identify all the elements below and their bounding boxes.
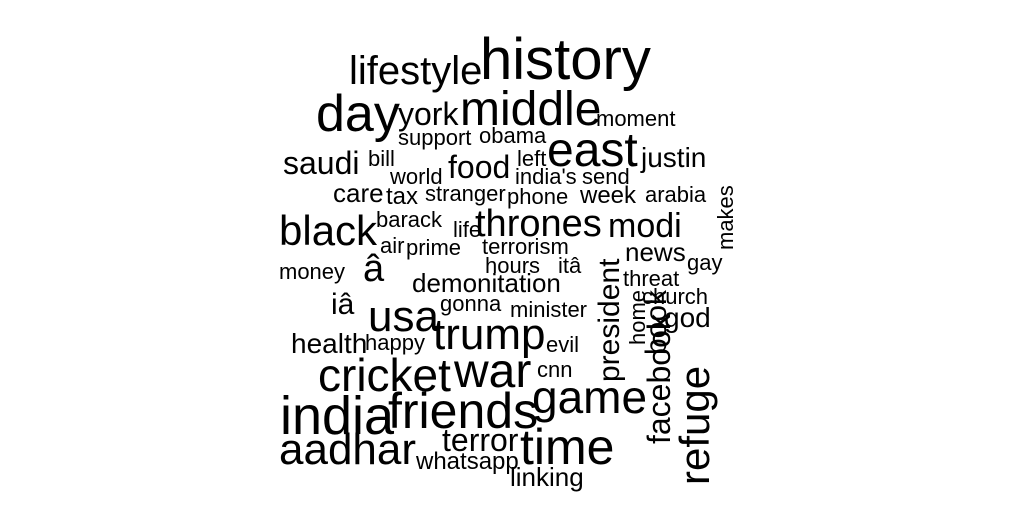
word: world xyxy=(390,164,443,189)
word: evil xyxy=(546,332,580,357)
word: threat xyxy=(623,266,680,291)
word: gonna xyxy=(440,291,502,316)
word: food xyxy=(448,149,511,185)
word: minister xyxy=(510,297,588,322)
word: aadhar xyxy=(279,425,417,474)
word: game xyxy=(532,371,648,423)
word: support xyxy=(398,125,472,150)
word: air xyxy=(380,233,405,258)
word: lifestyle xyxy=(349,49,483,93)
word: money xyxy=(279,259,346,284)
word: church xyxy=(642,284,709,309)
word: linking xyxy=(510,462,584,492)
word: cricket xyxy=(318,349,451,401)
word: whatsapp xyxy=(416,448,519,475)
word: india xyxy=(280,386,395,446)
word: god xyxy=(664,302,711,333)
word: demonitation xyxy=(412,268,561,298)
word: east xyxy=(547,124,638,177)
word: news xyxy=(625,237,686,267)
word: refuge xyxy=(671,365,718,485)
word: trump xyxy=(433,310,546,359)
word: iâ xyxy=(331,288,355,321)
word: cnn xyxy=(537,357,573,382)
word: send xyxy=(582,164,630,189)
word: tax xyxy=(386,183,419,210)
word: makes xyxy=(713,185,738,250)
word: modi xyxy=(608,207,682,245)
word: stranger xyxy=(425,181,506,206)
word: barack xyxy=(376,207,443,232)
word: â xyxy=(363,248,385,290)
word: terrorism xyxy=(482,234,569,259)
word: terror xyxy=(442,422,519,458)
word: arabia xyxy=(645,182,707,207)
word: life xyxy=(453,217,482,242)
word: day xyxy=(316,85,400,143)
word: hours xyxy=(485,253,541,278)
word: black xyxy=(279,207,378,254)
word: moment xyxy=(596,106,676,131)
word: saudi xyxy=(283,145,360,181)
word: bill xyxy=(368,146,395,171)
word: left xyxy=(517,146,547,171)
word: friends xyxy=(388,383,539,439)
word: usa xyxy=(368,292,439,341)
word: york xyxy=(398,96,459,132)
word: happy xyxy=(365,330,425,355)
word: health xyxy=(291,328,368,359)
word: week xyxy=(580,182,637,209)
word: middle xyxy=(460,83,602,136)
word: war xyxy=(454,345,532,398)
word: phone xyxy=(507,184,569,209)
word: history xyxy=(480,27,651,92)
word: prime xyxy=(406,235,462,260)
word: president xyxy=(593,258,626,382)
word: obama xyxy=(479,123,547,148)
word: thrones xyxy=(475,203,602,245)
word: itâ xyxy=(558,253,582,278)
word: time xyxy=(520,419,615,475)
word: india's xyxy=(515,164,577,189)
word: care xyxy=(333,178,384,208)
word: gay xyxy=(687,250,723,275)
word: justin xyxy=(641,142,707,173)
